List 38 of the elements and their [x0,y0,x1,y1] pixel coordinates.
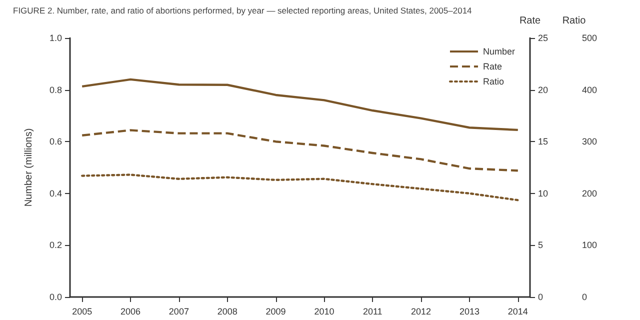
x-tick-label: 2011 [362,306,382,316]
y-tick-label: 0.4 [49,188,62,198]
x-tick-label: 2005 [72,306,92,316]
y3-tick-label: 100 [582,240,598,250]
legend-label: Number [482,46,516,56]
x-tick-label: 2013 [459,306,480,316]
line-series [81,174,519,202]
x-tick-label: 2009 [266,306,286,316]
x-tick-label: 2014 [508,306,528,316]
y3-tick-label: 300 [582,136,598,147]
line-series [81,78,519,132]
y-axis-title: Number (millions) [24,128,34,207]
y-tick-label: 0.2 [49,240,62,250]
line-series [81,129,519,172]
x-tick-label: 2008 [217,306,238,316]
y2-tick-label: 5 [538,240,544,250]
y3-tick-label: 200 [582,188,598,198]
y2-tick-label: 10 [538,188,548,198]
y2-axis-title: Rate [519,16,541,26]
x-tick-label: 2012 [411,306,432,316]
legend-label: Ratio [482,76,504,86]
x-tick-label: 2007 [168,306,189,316]
y2-tick-label: 15 [538,136,548,147]
y2-tick-label: 0 [538,292,544,302]
y-tick-label: 0.0 [49,292,62,302]
chart-title: FIGURE 2. Number, rate, and ratio of abortions performed, by year — selected reporting areas, United States, 2005–2014 [13,6,472,16]
y3-axis-title: Ratio [562,16,586,26]
x-tick-label: 2010 [314,306,334,316]
y-tick-label: 1.0 [49,33,62,43]
y-tick-label: 0.8 [49,84,62,95]
y3-tick-label: 500 [582,33,598,43]
legend-label: Rate [482,62,502,72]
y3-tick-label: 400 [582,84,598,95]
x-tick-label: 2006 [120,306,141,316]
y2-tick-label: 20 [538,84,548,95]
y2-tick-label: 25 [538,33,548,43]
y-tick-label: 0.6 [49,136,62,147]
y3-tick-label: 0 [582,292,588,302]
